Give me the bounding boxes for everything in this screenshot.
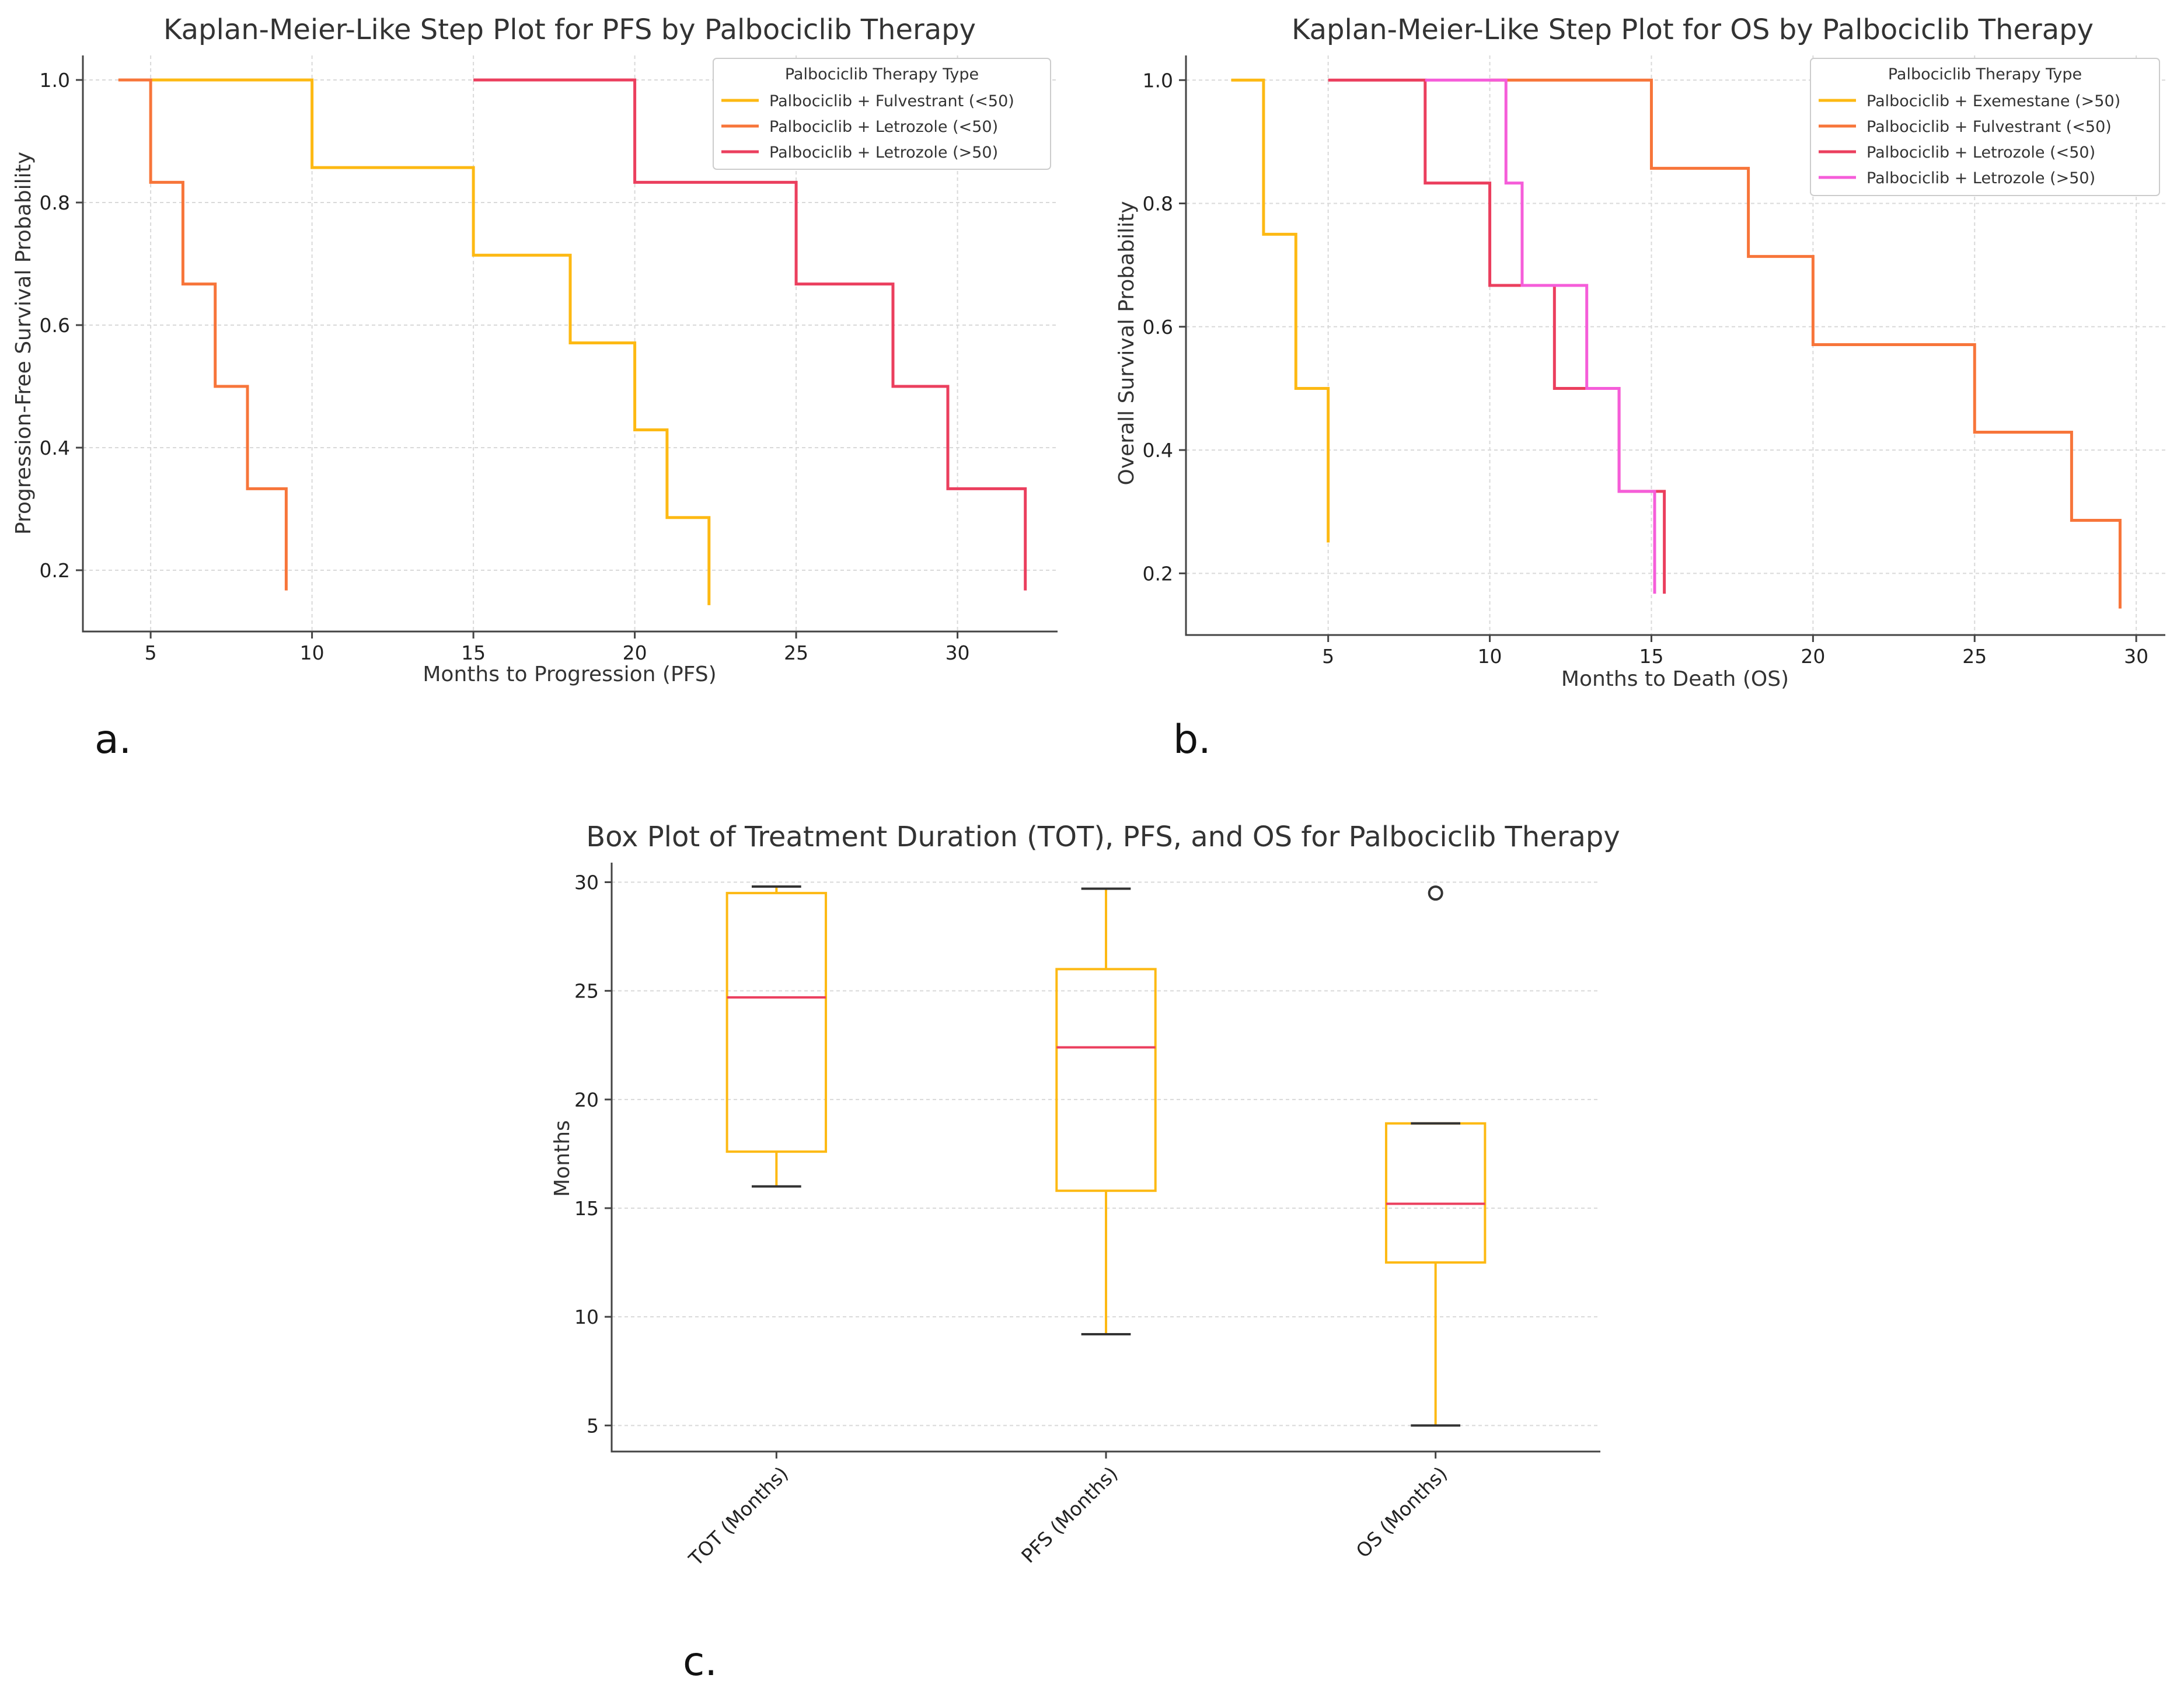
os-x-tick-label: 15 [1639,645,1663,668]
pfs-legend: Palbociclib Therapy Type Palbociclib + F… [713,58,1051,170]
box-axes-spine [610,863,1600,1453]
pfs-series-palbociclib-letrozole-50 [118,78,288,591]
pfs-y-tick-label: 0.6 [40,314,70,337]
os-legend-label-letrozole-gt50: Palbociclib + Letrozole (>50) [1866,169,2095,187]
os-x-tick-label: 20 [1801,645,1825,668]
tot-box [725,892,828,1153]
os-series-palbociclib-fulvestrant-50 [1489,78,2122,609]
os-legend-title: Palbociclib Therapy Type [1888,65,2082,83]
os-x-tick-label: 10 [1478,645,1502,668]
box-y-tick-label: 30 [574,871,599,894]
pfs-y-tick-label: 0.4 [40,437,70,459]
os-legend-frame [1810,58,2160,196]
pfs-legend-title: Palbociclib Therapy Type [785,65,979,83]
panel-label-b: b. [1173,717,1211,763]
box-x-tick-label: TOT (Months) [684,1462,793,1571]
box-y-tick-label: 15 [574,1197,599,1220]
os-axes-spine [1185,55,2165,636]
os-legend-label-exemestane-gt50: Palbociclib + Exemestane (>50) [1866,92,2120,110]
pfs-x-tick-label: 15 [461,641,486,664]
os-step-chart: Kaplan-Meier-Like Step Plot for OS by Pa… [1115,13,2165,763]
pfs-x-tick-label: 20 [623,641,647,664]
pfs-box [1055,968,1157,1192]
box-y-tick-label: 20 [574,1089,599,1111]
panel-label-a: a. [95,717,131,763]
os-x-tick-label: 25 [1962,645,1987,668]
pfs-step-chart: Kaplan-Meier-Like Step Plot for PFS by P… [12,13,1058,763]
os-y-tick-label: 0.8 [1143,193,1173,215]
pfs-x-axis-label: Months to Progression (PFS) [423,662,716,686]
pfs-x-tick-label: 10 [300,641,325,664]
os-legend-label-fulvestrant-lt50: Palbociclib + Fulvestrant (<50) [1866,118,2112,136]
pfs-axes-spine [82,55,1058,633]
pfs-series-palbociclib-fulvestrant-50 [151,78,711,605]
box-y-axis-label: Months [550,1120,574,1197]
box-y-tick-label: 10 [574,1306,599,1328]
pfs-legend-label-letrozole-lt50: Palbociclib + Letrozole (<50) [769,118,998,136]
box-plot-chart: Box Plot of Treatment Duration (TOT), PF… [550,821,1620,1685]
os-box [1384,1122,1487,1264]
os-series-palbociclib-exemestane-50 [1231,78,1330,543]
os-x-tick-label: 30 [2124,645,2148,668]
box-y-tick-label: 5 [587,1414,599,1437]
pfs-legend-frame [713,58,1051,170]
pfs-x-tick-label: 5 [145,641,157,664]
box-y-tick-label: 25 [574,980,599,1003]
pfs-y-tick-label: 0.2 [40,559,70,582]
pfs-x-tick-label: 25 [784,641,808,664]
box-x-tick-label: OS (Months) [1352,1462,1452,1562]
os-legend: Palbociclib Therapy Type Palbociclib + E… [1810,58,2160,196]
box-x-tick-label: PFS (Months) [1017,1462,1122,1567]
pfs-chart-title: Kaplan-Meier-Like Step Plot for PFS by P… [163,13,976,46]
os-outlier-point [1428,885,1443,901]
pfs-legend-label-letrozole-gt50: Palbociclib + Letrozole (>50) [769,144,998,162]
os-y-tick-label: 0.2 [1143,562,1173,585]
panel-label-c: c. [683,1639,717,1685]
os-y-tick-label: 1.0 [1143,69,1173,92]
os-y-tick-label: 0.4 [1143,439,1173,462]
box-chart-title: Box Plot of Treatment Duration (TOT), PF… [586,821,1620,853]
os-legend-label-letrozole-lt50: Palbociclib + Letrozole (<50) [1866,144,2095,162]
pfs-series-palbociclib-letrozole-50 [473,78,1027,591]
os-series-palbociclib-letrozole-50 [1328,78,1666,594]
pfs-x-tick-label: 30 [946,641,970,664]
os-x-tick-label: 5 [1322,645,1334,668]
os-y-tick-label: 0.6 [1143,316,1173,339]
os-x-axis-label: Months to Death (OS) [1561,667,1789,691]
os-y-axis-label: Overall Survival Probability [1115,201,1139,486]
pfs-legend-label-fulvestrant-lt50: Palbociclib + Fulvestrant (<50) [769,92,1014,110]
pfs-y-axis-label: Progression-Free Survival Probability [12,152,36,535]
os-chart-title: Kaplan-Meier-Like Step Plot for OS by Pa… [1292,13,2094,46]
pfs-y-tick-label: 1.0 [40,69,70,92]
pfs-y-tick-label: 0.8 [40,191,70,214]
os-series-palbociclib-letrozole-50 [1425,78,1656,594]
